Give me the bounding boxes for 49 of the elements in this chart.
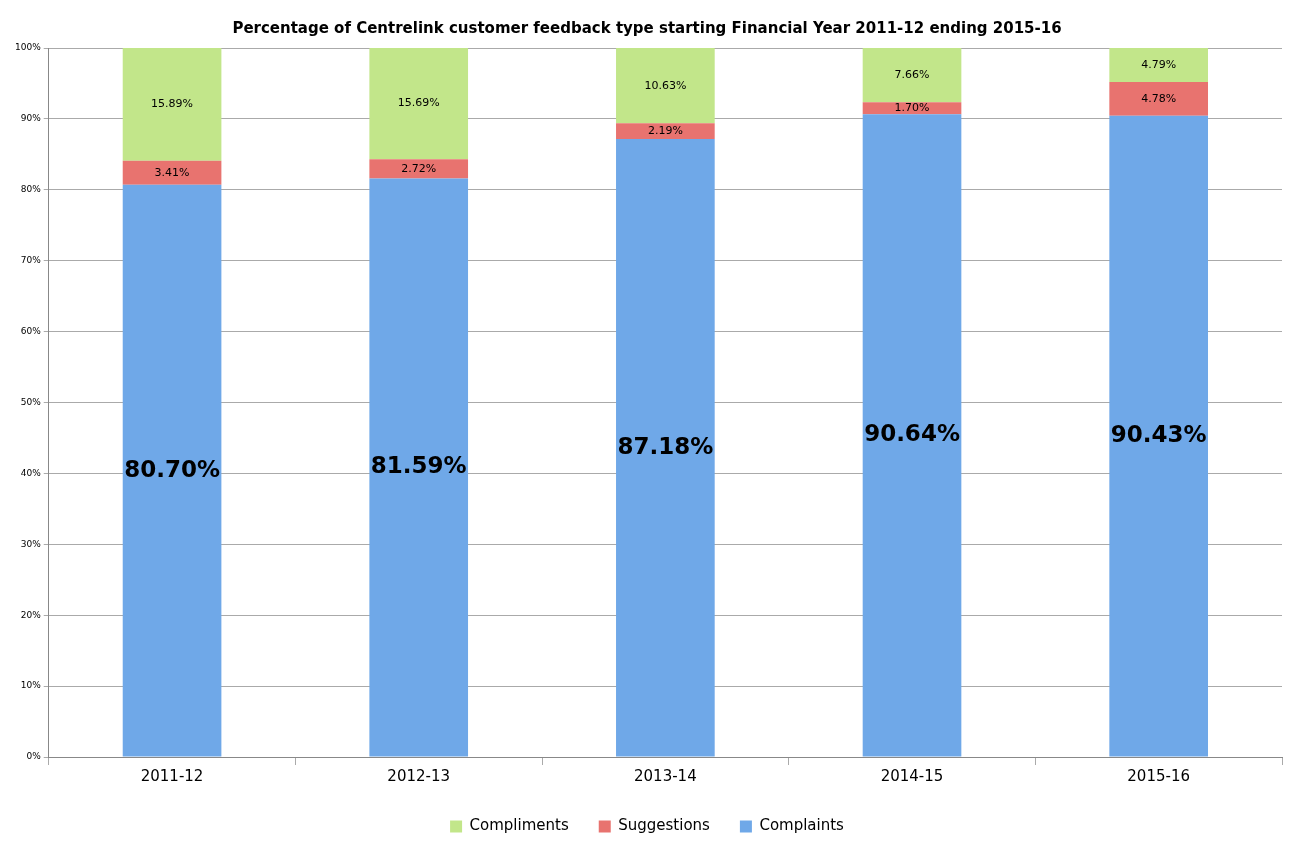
bar [369, 48, 469, 160]
data-label: 80.70% [124, 455, 220, 482]
data-label: 2.72% [401, 161, 437, 175]
bar [616, 138, 715, 757]
y-tick-label: 30% [20, 538, 42, 549]
y-tick-label: 60% [20, 325, 42, 336]
data-label: 4.78% [1141, 91, 1177, 105]
data-label: 10.63% [644, 78, 687, 92]
bar [122, 184, 222, 757]
y-tick-label: 90% [20, 113, 42, 124]
bar [369, 159, 469, 179]
chart-title: Percentage of Centrelink customer feedback type starting Financial Year 2011-12 ending 2015-16 [232, 18, 1062, 37]
y-tick-label: 100% [15, 42, 42, 53]
legend-label: Compliments [469, 816, 569, 835]
y-tick-label: 0% [26, 751, 42, 762]
bar [1109, 81, 1208, 116]
y-tick-label: 80% [20, 184, 42, 195]
data-label: 3.41% [154, 165, 190, 179]
bar [122, 48, 222, 161]
data-label: 2.19% [647, 123, 683, 137]
x-tick-label: 2015-16 [1127, 766, 1191, 785]
bar [122, 160, 222, 185]
data-label: 4.79% [1141, 57, 1177, 71]
bar [1109, 115, 1208, 757]
y-tick-label: 10% [20, 680, 42, 691]
data-label: 87.18% [617, 432, 714, 459]
data-label: 1.70% [894, 101, 930, 115]
y-tick-label: 20% [20, 609, 42, 620]
x-tick-label: 2013-14 [634, 766, 697, 785]
data-label: 81.59% [370, 452, 467, 479]
data-label: 7.66% [894, 68, 930, 82]
data-label: 15.69% [397, 96, 440, 110]
bar [862, 48, 962, 103]
data-label: 90.43% [1110, 421, 1207, 448]
bar [369, 178, 469, 757]
bar [862, 114, 962, 757]
x-tick-label: 2012-13 [387, 766, 451, 785]
bar [616, 123, 715, 139]
legend-label: Complaints [759, 816, 845, 835]
legend-label: Suggestions [618, 816, 711, 835]
x-tick-label: 2011-12 [140, 766, 204, 785]
data-label: 90.64% [864, 420, 960, 447]
data-label: 15.89% [151, 97, 194, 111]
y-tick-label: 70% [20, 255, 42, 266]
y-tick-label: 50% [20, 396, 42, 407]
x-tick-label: 2014-15 [880, 766, 944, 785]
bar [616, 48, 715, 124]
bar [1109, 48, 1208, 82]
y-tick-label: 40% [20, 467, 42, 478]
